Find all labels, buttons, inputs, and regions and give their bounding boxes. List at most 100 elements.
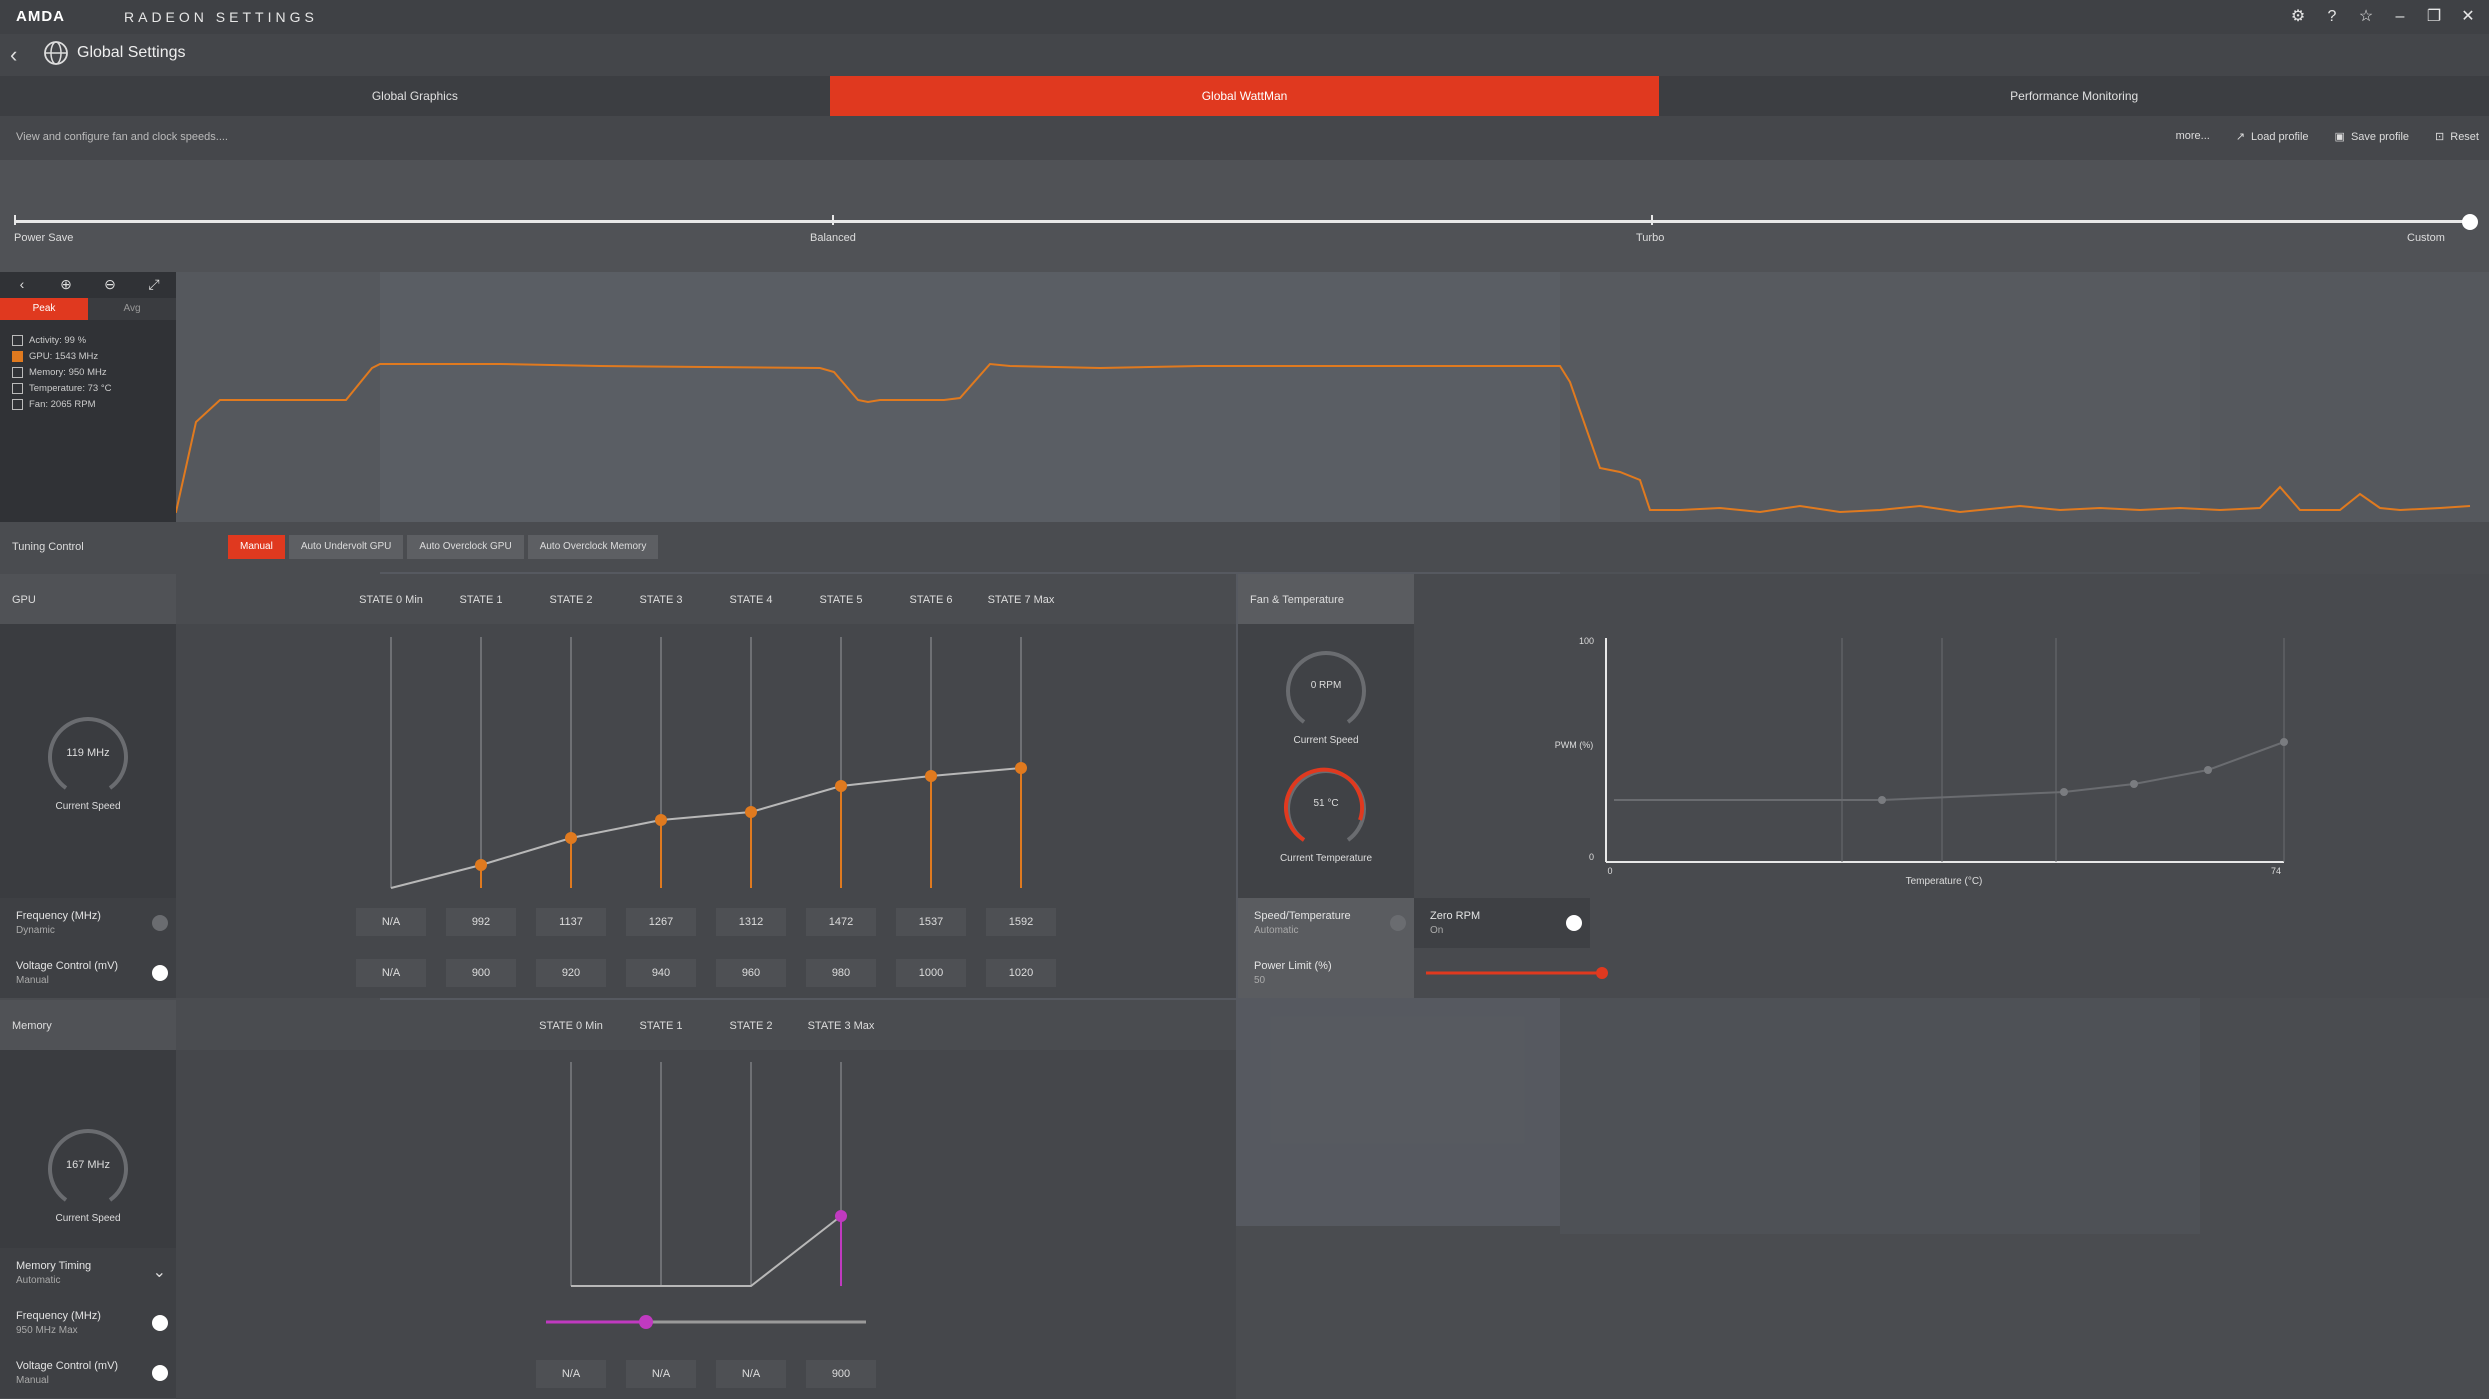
preset-label-balanced[interactable]: Balanced (810, 232, 856, 244)
gpu-voltage-cell[interactable]: 1000 (896, 959, 966, 987)
preset-label-turbo[interactable]: Turbo (1636, 232, 1665, 244)
checkbox[interactable] (12, 334, 23, 346)
chevron-down-icon[interactable]: ⌄ (152, 1264, 166, 1281)
memory-voltage-cell[interactable]: 900 (806, 1360, 876, 1388)
help-icon[interactable]: ? (2327, 8, 2337, 25)
state-point (745, 806, 757, 818)
zoom-out-icon[interactable]: ⊖ (104, 276, 116, 292)
gpu-title: GPU (12, 594, 36, 606)
mode-avg[interactable]: Avg (88, 298, 176, 320)
gpu-voltage-cell[interactable]: N/A (356, 959, 426, 987)
chevron-left-icon[interactable]: ‹ (19, 276, 25, 292)
speed-temperature-toggle[interactable] (1390, 915, 1406, 931)
legend-item[interactable]: Temperature: 73 °C (12, 380, 176, 396)
gpu-voltage-cell[interactable]: 920 (536, 959, 606, 987)
reset-icon: ⊡ (2435, 131, 2445, 143)
gpu-voltage-toggle[interactable] (152, 965, 168, 981)
x-min-label: 0 (1607, 866, 1612, 876)
gpu-voltage-cell[interactable]: 900 (446, 959, 516, 987)
zero-rpm-value: On (1430, 925, 1444, 936)
preset-label-power-save[interactable]: Power Save (14, 232, 74, 244)
preset-label-custom[interactable]: Custom (2407, 232, 2445, 244)
gpu-frequency-cell[interactable]: 1592 (986, 908, 1056, 936)
power-limit-slider[interactable] (1414, 948, 1664, 998)
favorite-icon[interactable]: ☆ (2358, 8, 2374, 25)
gpu-frequency-cell[interactable]: 992 (446, 908, 516, 936)
memory-curve-area (176, 1050, 1236, 1399)
preset-knob[interactable] (2462, 214, 2478, 230)
memory-state-0: STATE 0 Min (539, 1020, 603, 1032)
memory-voltage-toggle[interactable] (152, 1365, 168, 1381)
fan-curve-chart[interactable]: 100 0 0 74 PWM (%) Temperature (°C) (1414, 624, 2489, 898)
y-max-label: 100 (1579, 636, 1594, 646)
load-profile-button[interactable]: ↗ Load profile (2236, 130, 2309, 143)
tab-global-wattman[interactable]: Global WattMan (829, 76, 1660, 116)
fan-speed-gauge: 0 RPM Current Speed (1266, 640, 1386, 746)
gpu-frequency-cell[interactable]: 1472 (806, 908, 876, 936)
zero-rpm-toggle[interactable] (1566, 915, 1582, 931)
curve-point (2060, 788, 2068, 796)
auto-undervolt-gpu-button[interactable]: Auto Undervolt GPU (288, 535, 404, 559)
gpu-voltage-cell[interactable]: 940 (626, 959, 696, 987)
reset-label: Reset (2450, 131, 2479, 143)
checkbox[interactable] (12, 350, 23, 362)
checkbox[interactable] (12, 398, 23, 410)
gpu-voltage-row: Voltage Control (mV) Manual (0, 948, 176, 998)
back-icon[interactable]: ‹ (10, 42, 18, 67)
checkbox[interactable] (12, 366, 23, 378)
auto-overclock-memory-button[interactable]: Auto Overclock Memory (527, 535, 659, 559)
mode-peak[interactable]: Peak (0, 298, 88, 320)
memory-voltage-cell[interactable]: N/A (716, 1360, 786, 1388)
gpu-frequency-toggle[interactable] (152, 915, 168, 931)
gpu-voltage-cell[interactable]: 960 (716, 959, 786, 987)
gpu-frequency-cell[interactable]: 1537 (896, 908, 966, 936)
save-profile-button[interactable]: ▣ Save profile (2335, 130, 2410, 143)
legend-item[interactable]: Fan: 2065 RPM (12, 396, 176, 412)
memory-voltage-cell[interactable]: N/A (626, 1360, 696, 1388)
legend-label: Fan: 2065 RPM (29, 398, 96, 410)
gpu-frequency-cell[interactable]: 1312 (716, 908, 786, 936)
curve-point (2130, 780, 2138, 788)
x-axis-label: Temperature (°C) (1906, 876, 1983, 887)
zoom-in-icon[interactable]: ⊕ (60, 276, 72, 292)
legend-item[interactable]: Activity: 99 % (12, 332, 176, 348)
gpu-voltage-cell[interactable]: 980 (806, 959, 876, 987)
graph-mode: Peak Avg (0, 298, 176, 320)
checkbox[interactable] (12, 382, 23, 394)
legend-item[interactable]: Memory: 950 MHz (12, 364, 176, 380)
legend-item[interactable]: GPU: 1543 MHz (12, 348, 176, 364)
gpu-state-6: STATE 6 (909, 594, 953, 606)
gpu-voltage-cell[interactable]: 1020 (986, 959, 1056, 987)
memory-voltage-label: Voltage Control (mV) (16, 1360, 119, 1372)
gpu-frequency-cell[interactable]: N/A (356, 908, 426, 936)
memory-title: Memory (12, 1020, 52, 1032)
gpu-clock-line (0, 362, 2471, 514)
memory-voltage-cell[interactable]: N/A (536, 1360, 606, 1388)
gpu-frequency-cell[interactable]: 1267 (626, 908, 696, 936)
more-link[interactable]: more... (2175, 130, 2210, 142)
fit-icon[interactable]: ⤢ (148, 276, 160, 292)
tab-performance-monitoring[interactable]: Performance Monitoring (2010, 89, 2139, 103)
gpu-frequency-cell[interactable]: 1137 (536, 908, 606, 936)
tab-global-graphics[interactable]: Global Graphics (371, 89, 458, 103)
gpu-clock-curve[interactable] (0, 0, 1240, 900)
manual-button[interactable]: Manual (228, 535, 285, 559)
preset-track[interactable] (14, 220, 2472, 223)
temperature-value: 51 °C (1313, 798, 1338, 809)
power-limit-knob (1596, 967, 1608, 979)
memory-clock-curve[interactable] (0, 1050, 1240, 1399)
memory-frequency-mode: 950 MHz Max (16, 1325, 78, 1336)
power-limit-row: Power Limit (%) 50 (1238, 948, 1414, 998)
close-icon[interactable]: ✕ (2461, 8, 2475, 25)
reset-button[interactable]: ⊡ Reset (2435, 130, 2479, 143)
restore-icon[interactable]: ❐ (2426, 8, 2442, 25)
auto-overclock-gpu-button[interactable]: Auto Overclock GPU (407, 535, 524, 559)
zero-rpm-label: Zero RPM (1430, 910, 1481, 922)
gauge-ring: 119 MHz (48, 717, 128, 790)
memory-timing-row[interactable]: Memory Timing Automatic ⌄ (0, 1248, 176, 1298)
gpu-frequency-row: Frequency (MHz) Dynamic (0, 898, 176, 948)
settings-icon[interactable]: ⚙ (2290, 8, 2306, 25)
memory-frequency-toggle[interactable] (152, 1315, 168, 1331)
minimize-icon[interactable]: – (2395, 8, 2405, 25)
x-max-label: 74 (2271, 866, 2281, 876)
